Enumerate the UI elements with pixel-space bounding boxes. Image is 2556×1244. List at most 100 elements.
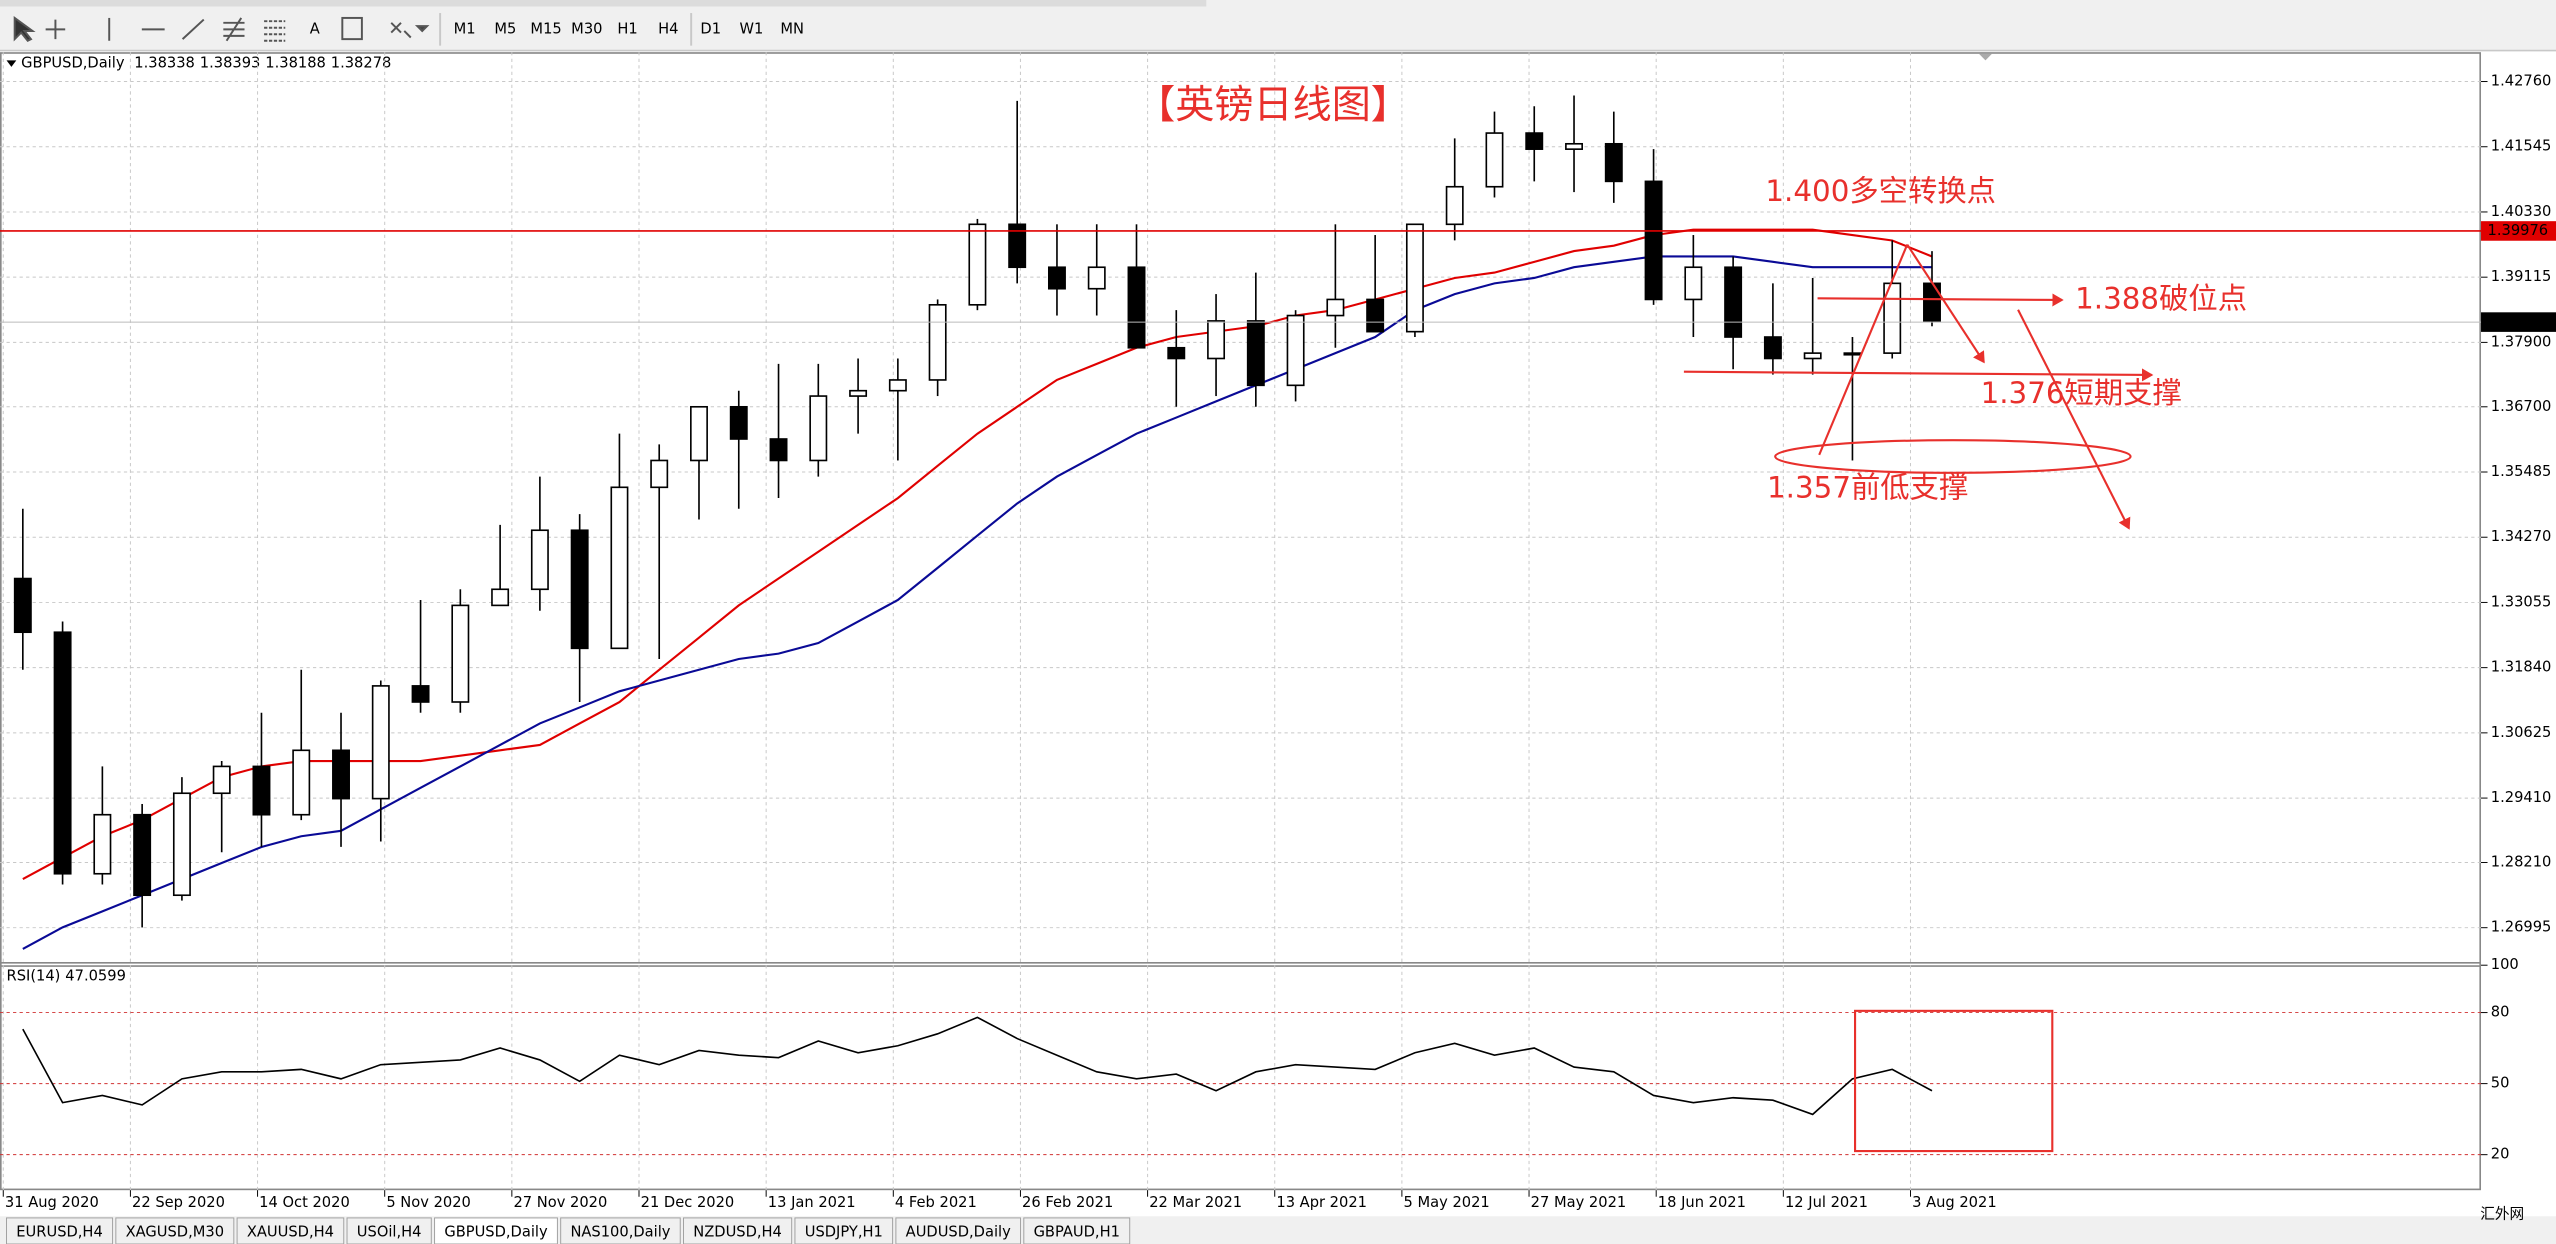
toolbar — [0, 0, 2556, 51]
symbol-menu[interactable] — [6, 60, 17, 67]
tab[interactable]: USOil,H4 — [357, 1224, 422, 1241]
tab-bg[interactable] — [346, 1217, 432, 1244]
tab[interactable]: EURUSD,H4 — [16, 1224, 102, 1241]
y-tick-label: 1.42760 — [2491, 73, 2552, 90]
chart-frame — [0, 52, 2482, 1191]
candle-body — [1883, 282, 1902, 354]
tab-bg[interactable] — [1023, 1217, 1131, 1244]
annotation: 1.388破位点 — [2075, 281, 2247, 315]
rsi-highlight — [1853, 1009, 2054, 1153]
candle-body — [1445, 185, 1464, 226]
tabs: EURUSD,H4 XAGUSD,M30 XAUUSD,H4 USOil,H4 GBPU… — [6, 1217, 1131, 1244]
candle-body — [1485, 132, 1504, 188]
text-tool[interactable]: A — [310, 20, 320, 37]
timeframe-button[interactable]: M15 — [530, 20, 561, 37]
tab-bg[interactable] — [895, 1217, 1022, 1244]
candle-body — [292, 749, 311, 816]
tab-bg[interactable] — [236, 1217, 345, 1244]
candle-body — [1803, 352, 1822, 360]
candle-body — [888, 379, 907, 392]
y-tick-label: 1.34270 — [2491, 528, 2552, 545]
candle-body — [411, 685, 430, 703]
x-tick-label: 13 Jan 2021 — [768, 1194, 856, 1211]
candle-body — [530, 529, 549, 591]
candle-body — [1644, 180, 1663, 301]
y-tick-label: 1.35485 — [2491, 463, 2552, 480]
x-tick-label: 27 May 2021 — [1531, 1194, 1627, 1211]
candle-body — [809, 395, 828, 462]
candle-body — [1286, 314, 1305, 387]
x-tick-label: 18 Jun 2021 — [1658, 1194, 1746, 1211]
candle-body — [650, 459, 669, 489]
rsi-tick-label: 80 — [2491, 1004, 2510, 1021]
timeframe-button[interactable]: H1 — [617, 20, 637, 37]
arrow-1376 — [1683, 368, 2154, 382]
candle-body — [1565, 142, 1583, 150]
candle-body — [1684, 266, 1703, 301]
candle-body — [13, 577, 32, 634]
fibo-tool[interactable] — [264, 20, 286, 42]
candle-body — [371, 685, 390, 800]
candle-body — [729, 405, 748, 440]
timeframe-button[interactable]: M30 — [571, 20, 602, 37]
candle-body — [610, 486, 629, 650]
candle-body — [1724, 266, 1743, 338]
timeframe-button[interactable]: MN — [780, 20, 804, 37]
tab[interactable]: NAS100,Daily — [570, 1224, 670, 1241]
dropdown[interactable] — [414, 25, 430, 33]
y-tick-label: 1.40330 — [2491, 203, 2552, 220]
toolbar-top — [0, 0, 1207, 7]
tab-bg[interactable] — [683, 1217, 793, 1244]
x-tick-label: 14 Oct 2020 — [259, 1194, 350, 1211]
watermark: 汇外网 — [2480, 1206, 2524, 1223]
rsi-header: RSI(14) 47.0599 — [7, 968, 126, 985]
tab[interactable]: USDJPY,H1 — [805, 1224, 883, 1241]
y-tick-label: 1.37900 — [2491, 333, 2552, 350]
timeframe-button[interactable]: M1 — [454, 20, 476, 37]
candle-body — [1405, 223, 1424, 333]
tab-bg[interactable] — [794, 1217, 894, 1244]
y-tick-label: 1.28210 — [2491, 853, 2552, 870]
tab[interactable]: NZDUSD,H4 — [693, 1224, 782, 1241]
candle-body — [133, 813, 152, 897]
y-tick-label: 1.31840 — [2491, 659, 2552, 676]
x-tick-label: 31 Aug 2020 — [5, 1194, 99, 1211]
candle-body — [1087, 266, 1106, 290]
tab-bg[interactable] — [6, 1217, 114, 1244]
trendline-tool[interactable] — [181, 18, 205, 40]
label-tool[interactable] — [341, 16, 363, 41]
annotation: 1.400多空转换点 — [1765, 174, 1996, 208]
timeframe-button[interactable]: H4 — [658, 20, 678, 37]
cursor-tool[interactable] — [13, 16, 36, 42]
candle-body — [769, 438, 788, 462]
candle-body — [332, 749, 350, 800]
timeframe-button[interactable]: M5 — [494, 20, 516, 37]
candle-body — [93, 813, 112, 875]
tab[interactable]: GBPUSD,Daily — [444, 1224, 548, 1241]
candle-body — [1326, 298, 1345, 317]
tab[interactable]: AUDUSD,Daily — [906, 1224, 1011, 1241]
tab-bg[interactable] — [560, 1217, 681, 1244]
candle-body — [1525, 132, 1544, 150]
timeframe-button[interactable]: D1 — [700, 20, 721, 37]
arrows-tool[interactable] — [390, 22, 412, 39]
y-tick-label: 1.36700 — [2491, 398, 2552, 415]
tab-bg[interactable] — [434, 1217, 558, 1244]
annotation: 1.376短期支撑 — [1981, 376, 2182, 410]
annotation-title: 【英镑日线图】 — [1136, 83, 1410, 128]
candle-body — [1604, 142, 1623, 183]
candle-body — [570, 529, 589, 650]
candle-body — [1763, 336, 1782, 360]
tab[interactable]: GBPAUD,H1 — [1034, 1224, 1120, 1241]
rsi-tick-label: 20 — [2491, 1146, 2510, 1163]
candle-body — [1047, 266, 1066, 290]
timeframe-button[interactable]: W1 — [740, 20, 764, 37]
candle-body — [928, 303, 947, 381]
x-tick-label: 12 Jul 2021 — [1785, 1194, 1868, 1211]
tab-bg[interactable] — [115, 1217, 235, 1244]
channel-tool[interactable] — [223, 17, 245, 42]
tab[interactable]: XAGUSD,M30 — [126, 1224, 224, 1241]
tab[interactable]: XAUUSD,H4 — [247, 1224, 334, 1241]
crosshair-tool[interactable] — [45, 19, 66, 40]
